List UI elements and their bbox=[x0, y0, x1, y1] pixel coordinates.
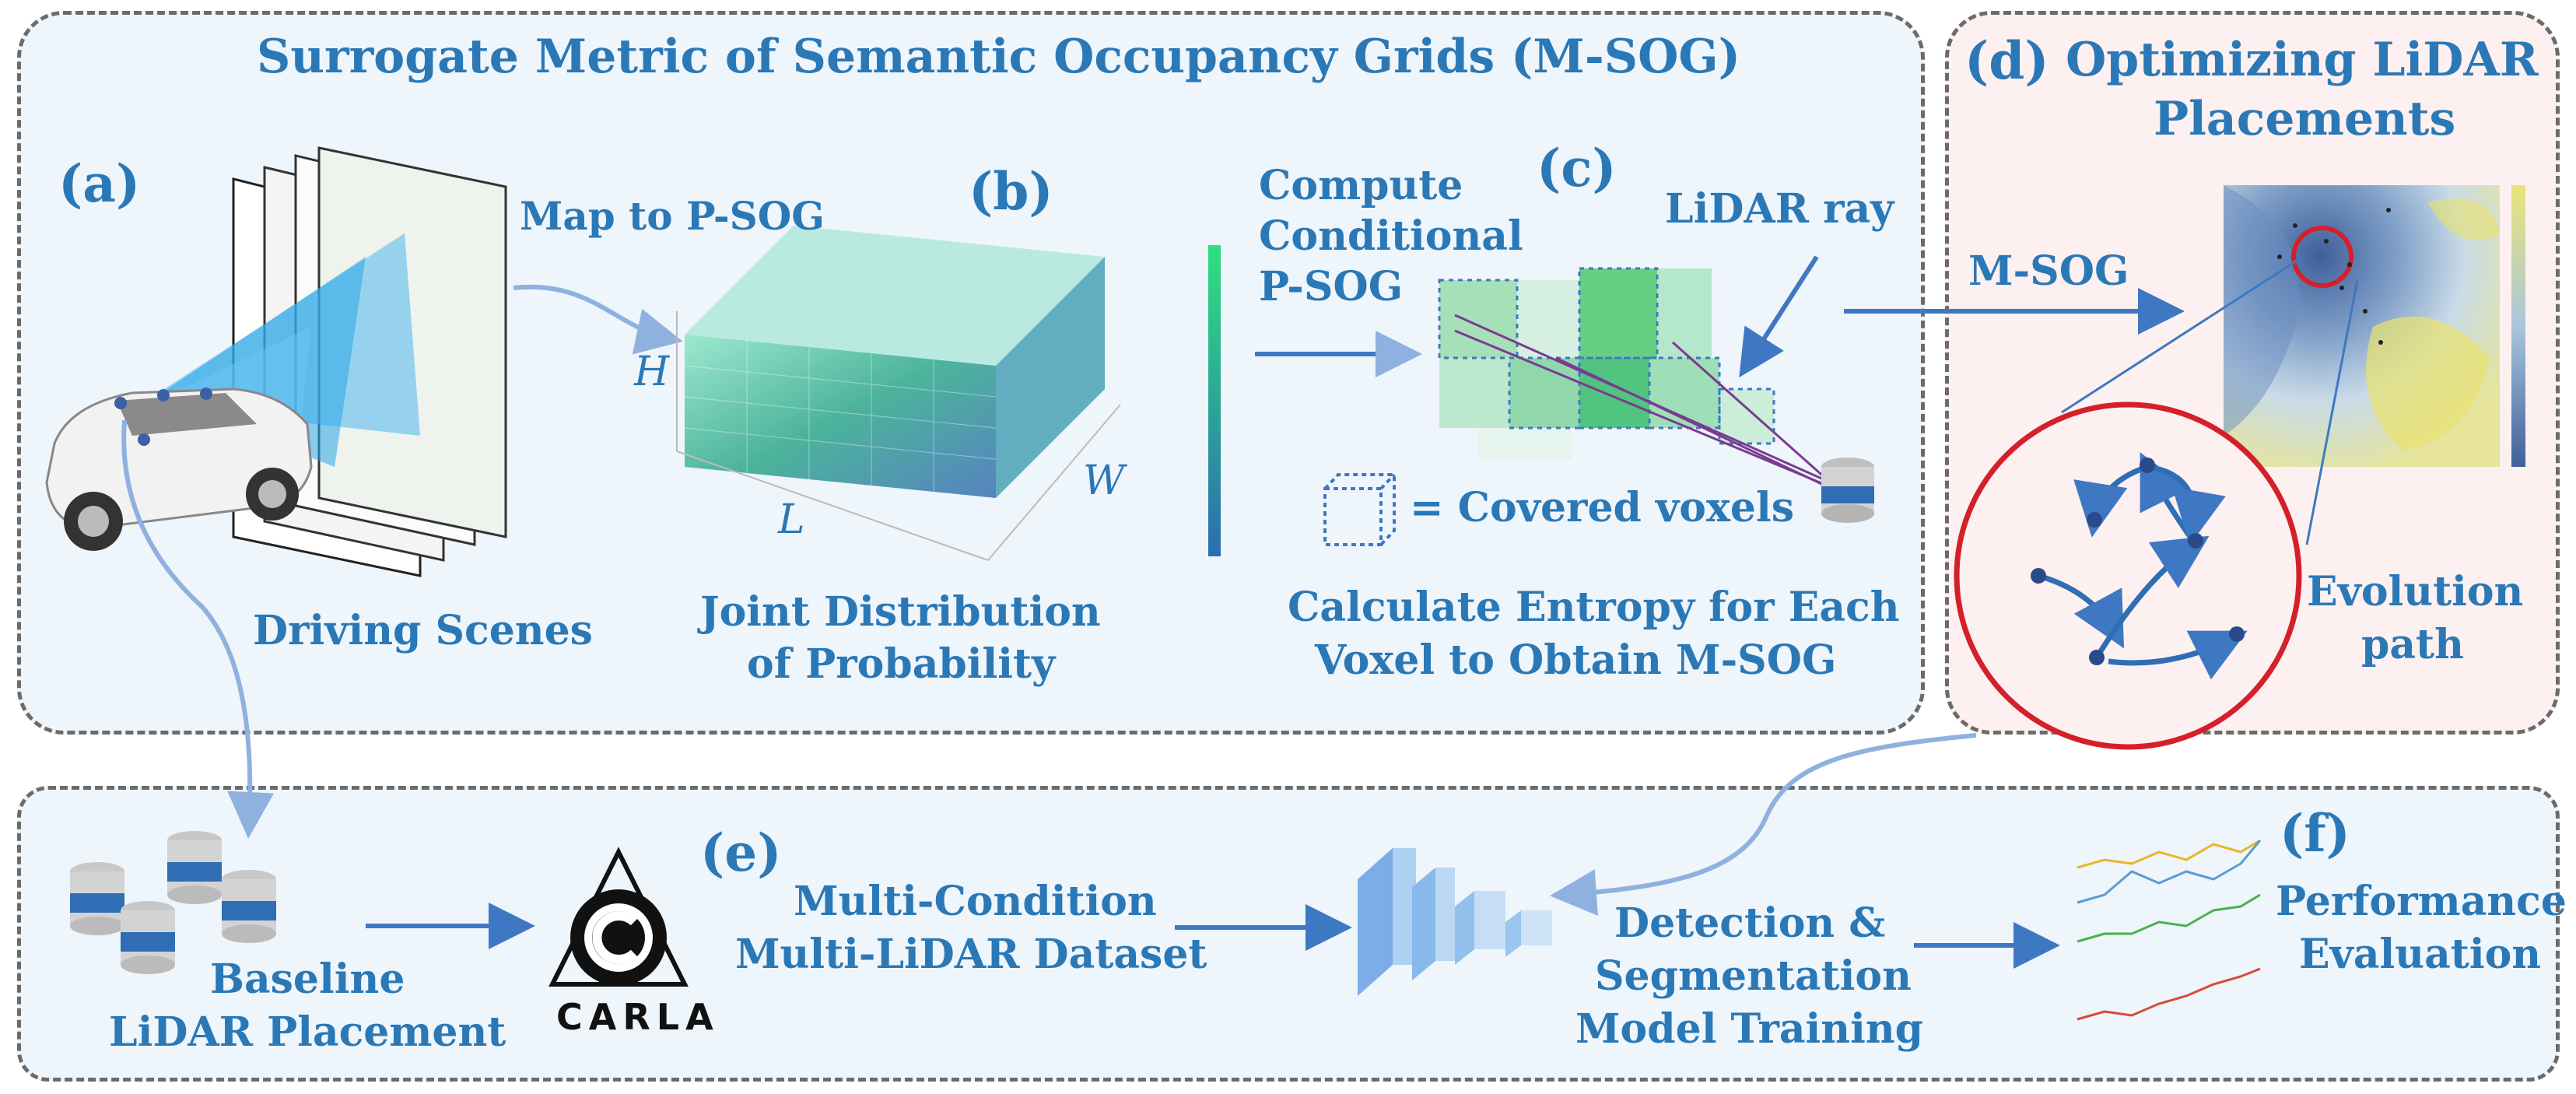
performance-chart bbox=[2077, 839, 2262, 1021]
driving-scene-illustration bbox=[45, 146, 507, 577]
panel-c-tag: (c) bbox=[1537, 138, 1617, 198]
axis-w-label: W bbox=[1083, 458, 1125, 504]
network-model-icon bbox=[1358, 848, 1552, 996]
training-label-2: Segmentation bbox=[1595, 952, 1912, 1000]
panel-e-tag: (e) bbox=[700, 822, 782, 883]
panel-d-title-2: Placements bbox=[2154, 92, 2456, 146]
panel-f-tag: (f) bbox=[2280, 803, 2350, 864]
entropy-caption-2: Voxel to Obtain M-SOG bbox=[1315, 636, 1837, 684]
dataset-label-1: Multi-Condition bbox=[794, 878, 1157, 925]
compute-label-2: Conditional bbox=[1259, 212, 1523, 260]
panel-d-title-1: Optimizing LiDAR bbox=[2066, 33, 2539, 87]
performance-label-1: Performance bbox=[2276, 878, 2567, 925]
pipeline-panel bbox=[17, 786, 2560, 1082]
joint-distribution-caption-2: of Probability bbox=[747, 640, 1056, 688]
map-to-psog-arrow bbox=[513, 284, 683, 355]
conditional-voxel-grid bbox=[1438, 255, 1874, 523]
carla-logo bbox=[548, 847, 689, 987]
evolution-zoom-circle bbox=[1954, 401, 2302, 750]
msog-heatmap bbox=[2224, 185, 2525, 467]
scene-to-baseline-arrow bbox=[121, 419, 275, 839]
compute-label-3: P-SOG bbox=[1259, 263, 1404, 310]
compute-label-1: Compute bbox=[1259, 162, 1463, 209]
axis-h-label: H bbox=[634, 349, 670, 395]
covered-voxels-legend: = Covered voxels bbox=[1410, 484, 1794, 531]
panel-b-tag: (b) bbox=[969, 161, 1053, 222]
dataset-label-2: Multi-LiDAR Dataset bbox=[735, 931, 1207, 978]
map-to-psog-label: Map to P-SOG bbox=[520, 193, 825, 239]
lidar-ray-pointer bbox=[1739, 255, 1819, 378]
panel-d-tag: (d) bbox=[1964, 30, 2049, 91]
optimized-to-training-arrow bbox=[1550, 733, 1977, 916]
page-title: Surrogate Metric of Semantic Occupancy G… bbox=[257, 30, 1740, 84]
joint-distribution-caption-1: Joint Distribution bbox=[700, 588, 1101, 636]
evolution-path-label-2: path bbox=[2361, 621, 2464, 668]
lidar-ray-label: LiDAR ray bbox=[1665, 185, 1894, 233]
performance-label-2: Evaluation bbox=[2299, 931, 2542, 978]
covered-voxel-icon bbox=[1323, 473, 1396, 546]
msog-arrow-label: M-SOG bbox=[1968, 247, 2129, 295]
carla-logo-text: CARLA bbox=[556, 996, 720, 1038]
probability-colorbar bbox=[1208, 245, 1221, 556]
training-label-3: Model Training bbox=[1575, 1005, 1924, 1053]
baseline-lidar-icons bbox=[70, 831, 276, 974]
driving-scenes-caption: Driving Scenes bbox=[253, 607, 593, 654]
axis-l-label: L bbox=[778, 496, 805, 543]
entropy-caption-1: Calculate Entropy for Each bbox=[1288, 584, 1900, 631]
evolution-path-label-1: Evolution bbox=[2307, 568, 2524, 615]
baseline-label-1: Baseline bbox=[210, 955, 405, 1003]
panel-a-tag: (a) bbox=[58, 153, 141, 214]
training-label-1: Detection & bbox=[1614, 899, 1886, 947]
voxel-grid-cube bbox=[676, 226, 1121, 561]
baseline-label-2: LiDAR Placement bbox=[109, 1008, 506, 1056]
